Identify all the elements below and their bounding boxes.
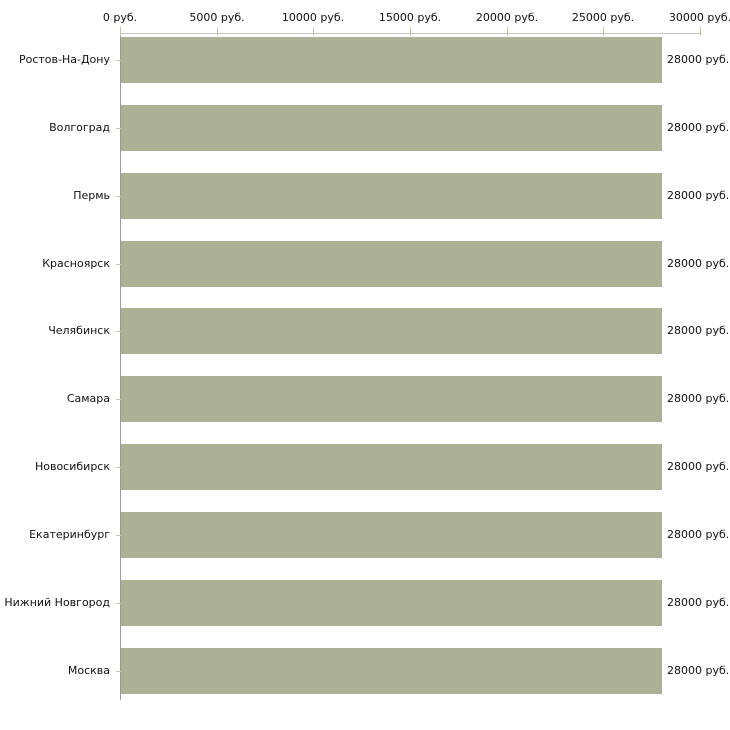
bar (121, 648, 662, 694)
value-label: 28000 руб. (667, 596, 730, 609)
category-tick-mark (116, 671, 121, 672)
x-axis-tick-mark (507, 27, 508, 36)
bar (121, 241, 662, 287)
value-label: 28000 руб. (667, 53, 730, 66)
x-axis-tick-label: 0 руб. (102, 11, 138, 24)
value-label: 28000 руб. (667, 257, 730, 270)
x-axis-tick-label: 20000 руб. (475, 11, 539, 24)
x-axis-tick-mark (120, 27, 121, 36)
category-label: Нижний Новгород (4, 596, 110, 609)
value-label: 28000 руб. (667, 324, 730, 337)
bar (121, 105, 662, 151)
x-axis-tick-label: 25000 руб. (571, 11, 635, 24)
category-label: Волгоград (49, 121, 110, 134)
value-label: 28000 руб. (667, 392, 730, 405)
x-axis-line (120, 33, 702, 34)
bar (121, 173, 662, 219)
category-label: Екатеринбург (29, 528, 110, 541)
category-label: Пермь (73, 189, 110, 202)
value-label: 28000 руб. (667, 528, 730, 541)
x-axis-tick-mark (217, 27, 218, 36)
bar (121, 376, 662, 422)
x-axis-tick-label: 5000 руб. (189, 11, 245, 24)
category-label: Москва (67, 664, 110, 677)
x-axis-tick-label: 30000 руб. (668, 11, 730, 24)
x-axis-tick-mark (313, 27, 314, 36)
category-tick-mark (116, 196, 121, 197)
category-tick-mark (116, 535, 121, 536)
category-label: Челябинск (48, 324, 110, 337)
bar (121, 308, 662, 354)
bar (121, 512, 662, 558)
category-label: Красноярск (42, 257, 110, 270)
category-tick-mark (116, 60, 121, 61)
category-tick-mark (116, 399, 121, 400)
x-axis-tick-label: 15000 руб. (378, 11, 442, 24)
x-axis-tick-mark (603, 27, 604, 36)
x-axis-tick-mark (410, 27, 411, 36)
bar (121, 37, 662, 83)
category-tick-mark (116, 467, 121, 468)
bar (121, 444, 662, 490)
category-tick-mark (116, 128, 121, 129)
category-label: Самара (66, 392, 110, 405)
category-label: Ростов-На-Дону (18, 53, 110, 66)
category-tick-mark (116, 264, 121, 265)
x-axis-tick-mark (700, 27, 701, 36)
value-label: 28000 руб. (667, 664, 730, 677)
value-label: 28000 руб. (667, 121, 730, 134)
value-label: 28000 руб. (667, 189, 730, 202)
x-axis-tick-label: 10000 руб. (281, 11, 345, 24)
y-axis-line (120, 33, 121, 700)
bar (121, 580, 662, 626)
category-tick-mark (116, 603, 121, 604)
value-label: 28000 руб. (667, 460, 730, 473)
category-label: Новосибирск (34, 460, 110, 473)
category-tick-mark (116, 331, 121, 332)
